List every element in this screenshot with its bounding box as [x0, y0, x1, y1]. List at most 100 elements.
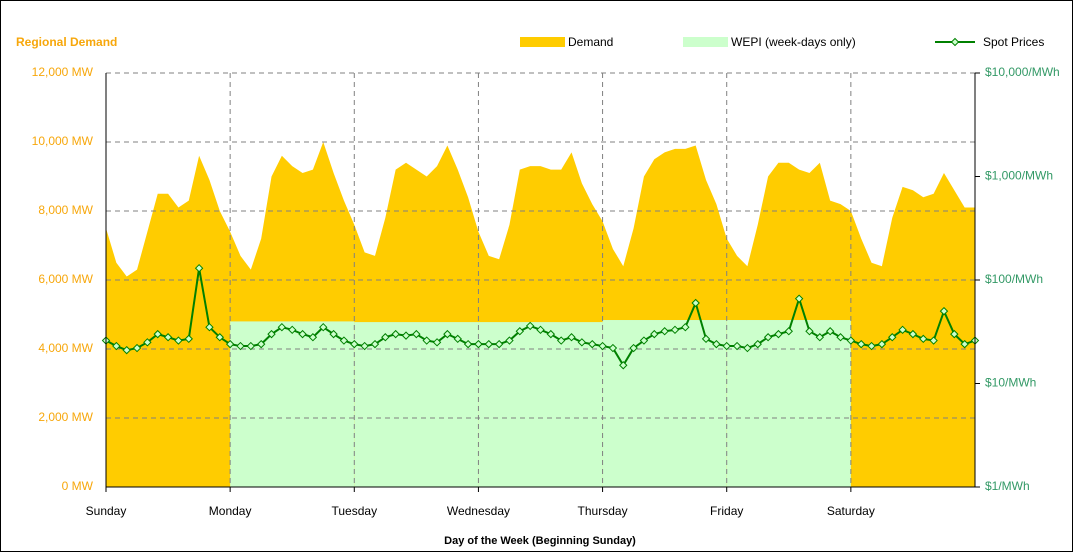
spot-marker — [174, 336, 183, 345]
spot-marker — [856, 339, 866, 349]
spot-marker — [215, 333, 225, 342]
spot-marker — [360, 341, 369, 351]
spot-marker — [246, 341, 256, 351]
spot-marker — [836, 333, 845, 342]
spot-marker — [815, 333, 825, 342]
spot-marker — [567, 333, 576, 342]
legend-swatch — [683, 37, 728, 47]
spot-marker — [877, 339, 887, 349]
y-tick-label: 12,000 MW — [32, 65, 94, 79]
spot-marker — [670, 325, 680, 335]
spot-marker — [256, 339, 266, 349]
spot-marker — [650, 329, 659, 339]
spot-marker — [732, 341, 742, 351]
spot-marker — [629, 343, 638, 353]
legend-marker — [950, 37, 960, 47]
spot-marker — [225, 339, 235, 349]
y2-tick-label: $100/MWh — [985, 272, 1043, 286]
spot-marker — [443, 329, 452, 339]
spot-marker — [288, 325, 297, 335]
grid — [106, 72, 975, 487]
spot-marker — [401, 331, 411, 340]
spot-marker — [453, 334, 462, 344]
spot-marker — [298, 329, 307, 339]
x-tick-label: Sunday — [86, 504, 127, 518]
spot-marker — [929, 336, 938, 345]
y2-tick-label: $10,000/MWh — [985, 65, 1060, 79]
wepi-step — [602, 320, 727, 487]
y-tick-label: 2,000 MW — [38, 410, 93, 424]
spot-marker — [153, 329, 162, 339]
chart-title: Regional Demand — [16, 35, 117, 49]
spot-marker — [784, 327, 793, 336]
spot-marker — [825, 327, 835, 336]
spot-marker — [143, 338, 152, 347]
spot-marker — [184, 334, 193, 344]
legend-label: Demand — [568, 35, 613, 49]
spot-marker — [474, 339, 483, 349]
spot-marker — [794, 294, 804, 303]
spot-marker — [122, 345, 131, 355]
spot-marker — [463, 339, 473, 349]
spot-marker — [598, 341, 607, 351]
spot-marker — [743, 343, 752, 353]
spot-marker — [712, 339, 721, 349]
spot-marker — [950, 329, 959, 339]
x-tick-label: Tuesday — [331, 504, 377, 518]
spot-marker — [805, 327, 814, 336]
y-tick-label: 4,000 MW — [38, 341, 93, 355]
spot-marker — [381, 333, 390, 342]
spot-marker — [619, 361, 628, 370]
spot-marker — [319, 322, 328, 332]
spot-marker — [494, 339, 504, 349]
spot-marker — [350, 339, 359, 349]
spot-marker — [888, 333, 897, 342]
spot-marker — [194, 263, 204, 273]
spot-marker — [774, 329, 783, 339]
spot-marker — [132, 343, 142, 353]
x-tick-label: Monday — [209, 504, 252, 518]
wepi-step — [354, 322, 479, 487]
spot-marker — [867, 341, 876, 351]
x-axis-title: Day of the Week (Beginning Sunday) — [444, 535, 636, 547]
spot-marker — [722, 341, 731, 351]
spot-marker — [277, 322, 287, 332]
spot-marker — [422, 336, 431, 345]
spot-marker — [370, 339, 380, 349]
spot-marker — [536, 325, 545, 335]
y-tick-label: 8,000 MW — [38, 203, 93, 217]
spot-marker — [577, 338, 587, 347]
plot-front — [101, 263, 980, 370]
spot-marker — [960, 339, 969, 349]
spot-marker — [339, 336, 349, 345]
x-tick-label: Saturday — [827, 504, 875, 518]
spot-marker — [753, 339, 762, 349]
spot-marker — [639, 336, 649, 345]
y2-tick-label: $1/MWh — [985, 479, 1030, 493]
y2-tick-label: $1,000/MWh — [985, 169, 1053, 183]
x-tick-label: Wednesday — [447, 504, 510, 518]
spot-marker — [588, 339, 597, 349]
wepi-step — [726, 320, 851, 487]
y-tick-label: 10,000 MW — [32, 134, 94, 148]
spot-marker — [608, 343, 618, 353]
spot-marker — [919, 334, 928, 344]
spot-marker — [515, 327, 525, 336]
spot-marker — [701, 334, 711, 344]
legend-label: Spot Prices — [983, 35, 1044, 49]
spot-marker — [525, 321, 535, 331]
spot-marker — [308, 333, 318, 342]
spot-marker — [391, 329, 400, 339]
legend-swatch — [520, 37, 565, 47]
spot-marker — [236, 341, 245, 351]
spot-marker — [163, 333, 173, 342]
wepi-step — [478, 322, 603, 487]
spot-marker — [484, 339, 493, 349]
spot-marker — [691, 298, 700, 308]
spot-marker — [267, 329, 276, 339]
y-tick-label: 6,000 MW — [38, 272, 93, 286]
spot-marker — [546, 329, 556, 339]
spot-marker — [205, 322, 214, 332]
spot-marker — [898, 325, 907, 335]
legend-label: WEPI (week-days only) — [731, 35, 856, 49]
